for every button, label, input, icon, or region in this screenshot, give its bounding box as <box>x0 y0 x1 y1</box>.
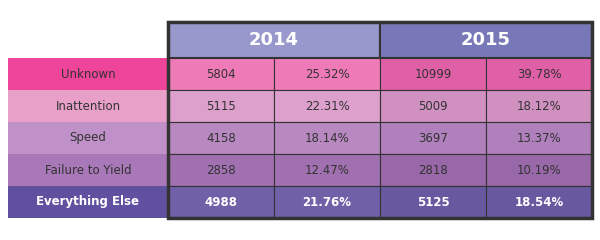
Bar <box>380 186 486 218</box>
Text: 5009: 5009 <box>418 100 448 113</box>
Text: 25.32%: 25.32% <box>305 67 349 80</box>
Text: 2858: 2858 <box>206 163 236 176</box>
Bar <box>486 122 592 154</box>
Text: 39.78%: 39.78% <box>517 67 562 80</box>
Text: 5115: 5115 <box>206 100 236 113</box>
Text: 4158: 4158 <box>206 132 236 144</box>
Text: 2014: 2014 <box>249 31 299 49</box>
Bar <box>380 58 486 90</box>
Bar <box>8 58 168 90</box>
Text: 13.37%: 13.37% <box>517 132 562 144</box>
Text: 2015: 2015 <box>461 31 511 49</box>
Text: 5125: 5125 <box>416 196 449 209</box>
Bar <box>486 186 592 218</box>
Text: 2818: 2818 <box>418 163 448 176</box>
Bar <box>274 186 380 218</box>
Bar <box>168 22 380 58</box>
Bar <box>8 154 168 186</box>
Text: 5804: 5804 <box>206 67 236 80</box>
Bar <box>486 154 592 186</box>
Bar <box>274 154 380 186</box>
Text: Inattention: Inattention <box>55 100 121 113</box>
Text: 18.14%: 18.14% <box>305 132 349 144</box>
Text: Unknown: Unknown <box>61 67 115 80</box>
Bar <box>168 186 274 218</box>
Bar <box>486 90 592 122</box>
Text: 18.54%: 18.54% <box>514 196 563 209</box>
Bar <box>274 122 380 154</box>
Bar <box>168 22 592 218</box>
Bar <box>380 90 486 122</box>
Bar <box>486 58 592 90</box>
Text: 18.12%: 18.12% <box>517 100 562 113</box>
Bar <box>8 90 168 122</box>
Text: 10.19%: 10.19% <box>517 163 562 176</box>
Bar <box>274 58 380 90</box>
Text: 22.31%: 22.31% <box>305 100 349 113</box>
Bar <box>380 122 486 154</box>
Text: 21.76%: 21.76% <box>302 196 352 209</box>
Bar <box>380 154 486 186</box>
Bar <box>168 154 274 186</box>
Text: Speed: Speed <box>70 132 106 144</box>
Text: Failure to Yield: Failure to Yield <box>44 163 131 176</box>
Text: 3697: 3697 <box>418 132 448 144</box>
Text: 10999: 10999 <box>415 67 452 80</box>
Text: 4988: 4988 <box>205 196 238 209</box>
Text: Everything Else: Everything Else <box>37 196 139 209</box>
Bar <box>168 58 274 90</box>
Bar <box>274 90 380 122</box>
Bar <box>168 90 274 122</box>
Bar <box>380 22 592 58</box>
Text: 12.47%: 12.47% <box>305 163 349 176</box>
Bar <box>168 122 274 154</box>
Bar <box>8 186 168 218</box>
Bar <box>8 122 168 154</box>
